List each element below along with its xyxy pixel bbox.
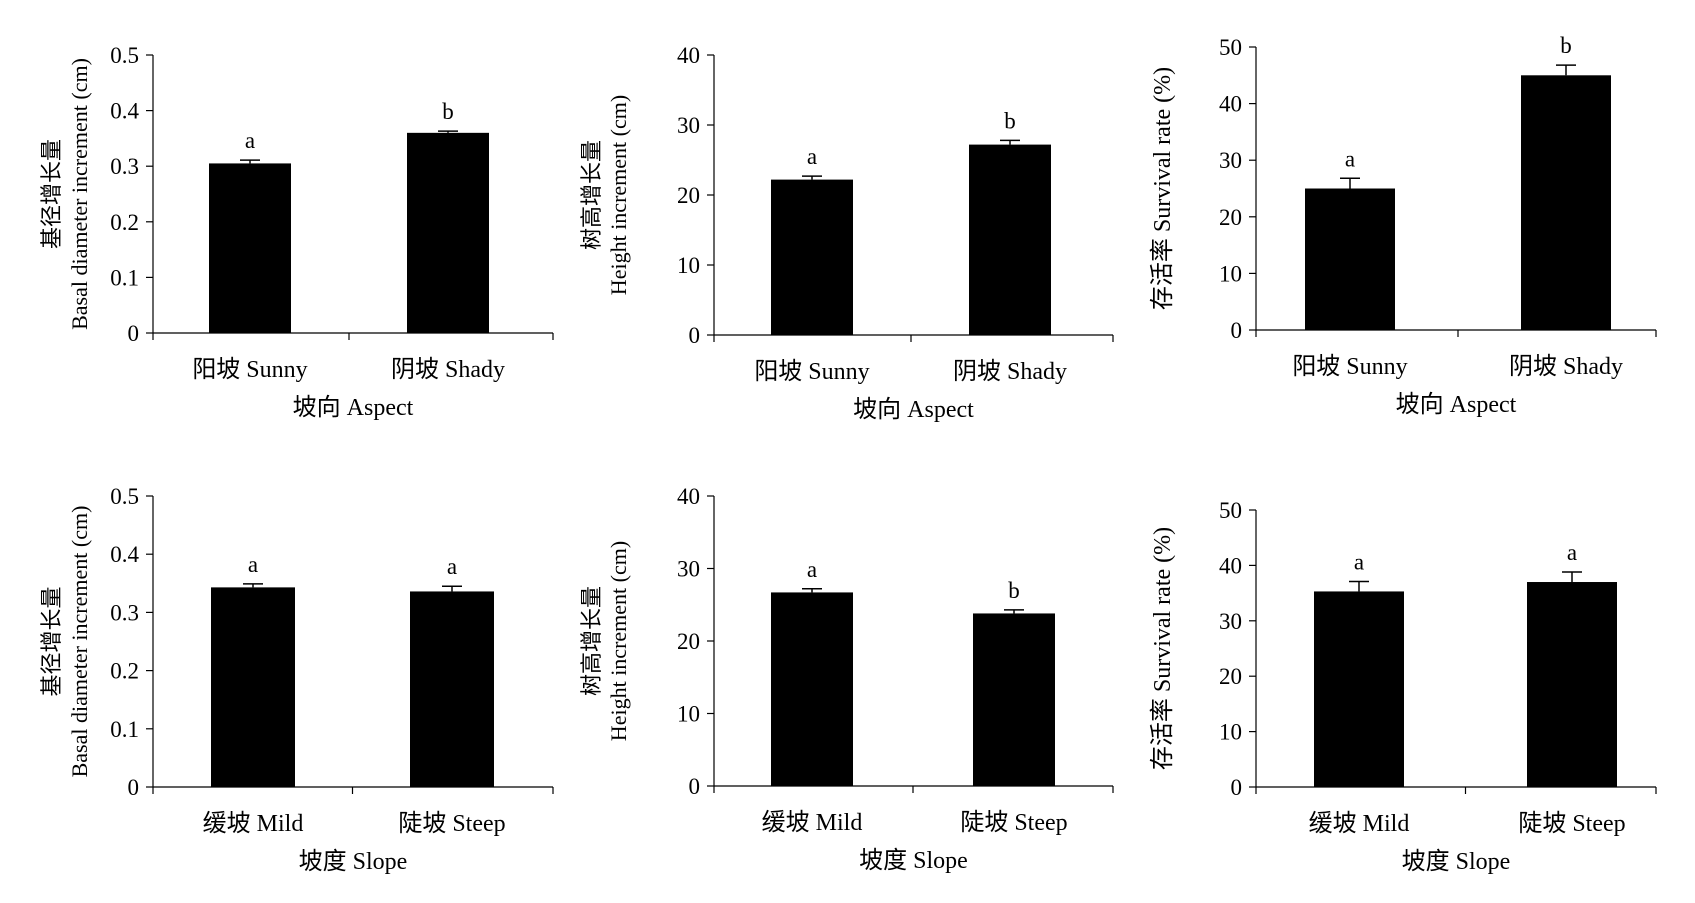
y-tick-label: 40 xyxy=(677,43,700,68)
x-tick-label: 陡坡 Steep xyxy=(960,809,1067,836)
y-tick-label: 0.5 xyxy=(110,43,139,68)
x-tick-label: 阳坡 Sunny xyxy=(192,356,307,383)
y-axis-label: 存活率 Survival rate (%) xyxy=(1149,527,1176,770)
y-axis-label: 存活率 Survival rate (%) xyxy=(1149,67,1176,310)
significance-letter: b xyxy=(1008,578,1020,603)
y-tick-label: 0 xyxy=(1231,775,1243,800)
y-tick-label: 0 xyxy=(689,323,701,348)
y-tick-label: 0 xyxy=(1231,318,1243,343)
y-tick-label: 0 xyxy=(128,321,140,346)
y-tick-label: 10 xyxy=(1219,720,1242,745)
y-axis-label-cn: 基径增长量 xyxy=(39,586,64,696)
x-tick-label: 阴坡 Shady xyxy=(391,356,505,383)
x-axis-label: 坡向 Aspect xyxy=(293,394,414,421)
y-tick-label: 0.4 xyxy=(110,99,139,124)
x-axis-label: 坡度 Slope xyxy=(859,847,968,874)
bar xyxy=(969,144,1051,335)
x-tick-label: 缓坡 Mild xyxy=(203,810,304,837)
bar xyxy=(410,591,494,787)
y-tick-label: 20 xyxy=(677,629,700,654)
y-tick-label: 30 xyxy=(677,557,700,582)
x-tick-label: 陡坡 Steep xyxy=(398,810,505,837)
x-axis-label: 坡度 Slope xyxy=(1402,848,1511,875)
y-tick-label: 40 xyxy=(1219,92,1242,117)
y-tick-label: 30 xyxy=(1219,148,1242,173)
x-tick-label: 阴坡 Shady xyxy=(1509,353,1623,380)
y-tick-label: 10 xyxy=(1219,261,1242,286)
y-tick-label: 0 xyxy=(128,775,140,800)
bar xyxy=(771,179,853,335)
chart-panel-3: 0 10 20 30 40 50 a 阳坡 Sunny b 阴坡 Shady 坡向 Aspect 存活… xyxy=(1149,33,1657,418)
y-axis-label-en: Basal diameter increment (cm) xyxy=(67,506,92,778)
y-tick-label: 0.2 xyxy=(110,659,139,684)
significance-letter: a xyxy=(807,144,817,169)
x-tick-label: 阳坡 Sunny xyxy=(754,358,869,385)
x-axis-label: 坡向 Aspect xyxy=(1396,391,1517,418)
significance-letter: a xyxy=(1345,146,1355,171)
y-tick-label: 10 xyxy=(677,253,700,278)
y-axis-label-en: Height increment (cm) xyxy=(606,95,631,295)
bar xyxy=(407,132,489,333)
y-tick-label: 30 xyxy=(1219,609,1242,634)
y-axis-label-cn: 树高增长量 xyxy=(579,586,604,696)
chart-panel-4: 0 0.1 0.2 0.3 0.4 0.5 a 缓坡 Mild a 陡坡 Steep 坡度 Slop… xyxy=(39,484,554,875)
y-tick-label: 0 xyxy=(689,774,701,799)
y-tick-label: 0.1 xyxy=(110,265,139,290)
significance-letter: b xyxy=(442,99,454,124)
y-axis-label-en: Height increment (cm) xyxy=(606,541,631,741)
chart-panel-5: 0 10 20 30 40 a 缓坡 Mild b 陡坡 Steep 坡度 Slope 树高增长量 H… xyxy=(579,484,1114,874)
significance-letter: a xyxy=(807,557,817,582)
significance-letter: a xyxy=(245,128,255,153)
y-tick-label: 0.5 xyxy=(110,484,139,509)
x-tick-label: 阳坡 Sunny xyxy=(1292,353,1407,380)
bar xyxy=(1305,188,1395,330)
y-tick-label: 0.3 xyxy=(110,600,139,625)
y-tick-label: 40 xyxy=(1219,553,1242,578)
x-tick-label: 缓坡 Mild xyxy=(1309,810,1410,837)
significance-letter: a xyxy=(447,554,457,579)
y-axis-label-cn: 树高增长量 xyxy=(579,140,604,250)
chart-panel-6: 0 10 20 30 40 50 a 缓坡 Mild a 陡坡 Steep 坡度 Slope 存活率 … xyxy=(1149,498,1657,875)
y-tick-label: 50 xyxy=(1219,35,1242,60)
y-tick-label: 30 xyxy=(677,113,700,138)
chart-panel-1: 0 0.1 0.2 0.3 0.4 0.5 a 阳坡 Sunny b 阴坡 Shady 坡向 Asp… xyxy=(39,43,554,421)
y-tick-label: 20 xyxy=(677,183,700,208)
bar xyxy=(1527,582,1617,787)
x-axis-label: 坡向 Aspect xyxy=(853,396,974,423)
bar xyxy=(973,613,1055,786)
x-tick-label: 陡坡 Steep xyxy=(1518,810,1625,837)
significance-letter: a xyxy=(1567,540,1577,565)
bar xyxy=(771,592,853,786)
x-axis-label: 坡度 Slope xyxy=(299,848,408,875)
y-tick-label: 10 xyxy=(677,702,700,727)
bar xyxy=(209,163,291,333)
significance-letter: b xyxy=(1004,108,1016,133)
significance-letter: a xyxy=(1354,549,1364,574)
bar xyxy=(1521,75,1611,330)
y-tick-label: 0.1 xyxy=(110,717,139,742)
y-axis-label-cn: 基径增长量 xyxy=(39,139,64,249)
y-tick-label: 20 xyxy=(1219,205,1242,230)
bar xyxy=(1314,591,1404,787)
y-tick-label: 20 xyxy=(1219,664,1242,689)
y-tick-label: 0.4 xyxy=(110,542,139,567)
y-tick-label: 50 xyxy=(1219,498,1242,523)
y-tick-label: 0.3 xyxy=(110,154,139,179)
significance-letter: b xyxy=(1560,33,1572,58)
y-tick-label: 0.2 xyxy=(110,210,139,235)
significance-letter: a xyxy=(248,552,258,577)
chart-panel-2: 0 10 20 30 40 a 阳坡 Sunny b 阴坡 Shady 坡向 Aspect 树高增长… xyxy=(579,43,1114,423)
y-tick-label: 40 xyxy=(677,484,700,509)
y-axis-label-en: Basal diameter increment (cm) xyxy=(67,58,92,330)
x-tick-label: 阴坡 Shady xyxy=(953,358,1067,385)
bar xyxy=(211,587,295,787)
x-tick-label: 缓坡 Mild xyxy=(762,809,863,836)
